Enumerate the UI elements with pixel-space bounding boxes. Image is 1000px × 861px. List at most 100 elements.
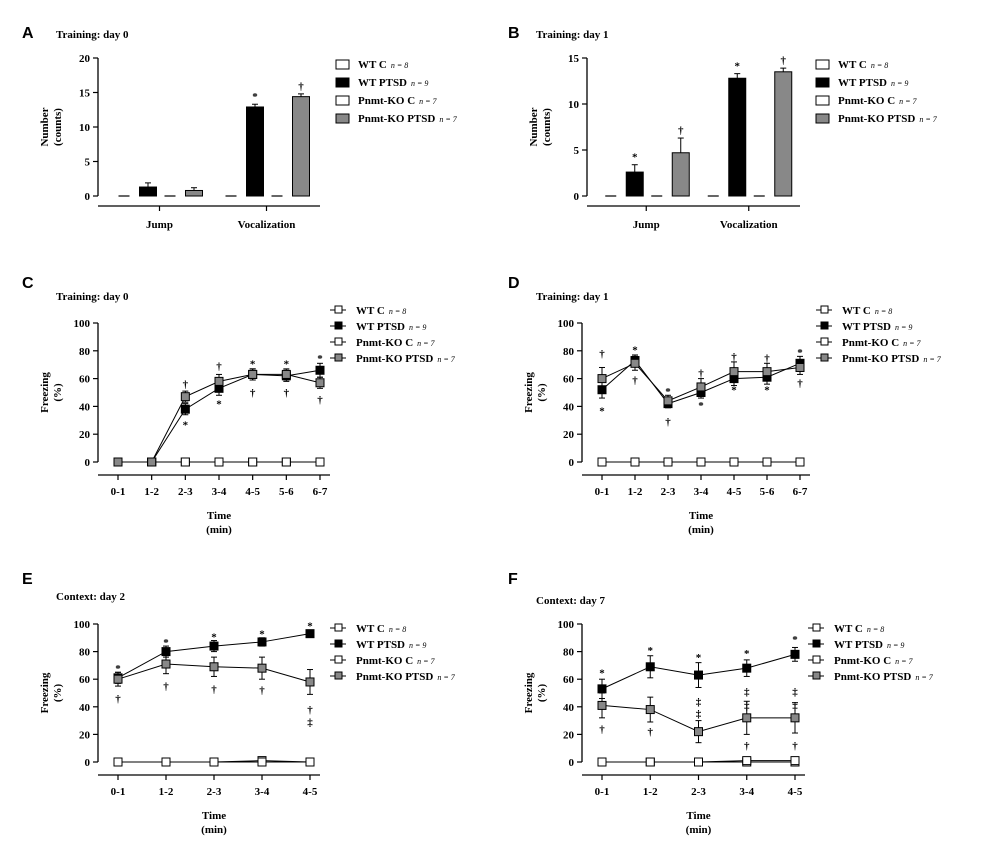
- x-tick-label: 2-3: [207, 786, 222, 798]
- significance-mark: ‡: [307, 717, 313, 729]
- legend-swatch: [815, 95, 830, 106]
- x-tick-label: 4-5: [303, 786, 318, 798]
- x-category-label: Vocalization: [720, 219, 778, 231]
- data-point: [630, 457, 640, 467]
- bar: [246, 106, 264, 197]
- y-axis-label-line: (%): [536, 383, 548, 402]
- legend-n-prefix: n =: [903, 339, 916, 348]
- legend-swatch: [335, 113, 350, 124]
- legend-entry: Pnmt-KO C n = 7: [356, 655, 436, 667]
- bar: [185, 189, 203, 197]
- significance-mark: *: [665, 386, 671, 398]
- data-point: [214, 457, 224, 467]
- y-axis-label-line: Number: [528, 107, 540, 146]
- legend-n-value: 8: [402, 625, 406, 634]
- y-tick-label: 5: [574, 145, 580, 157]
- legend-name: WT C: [356, 623, 385, 635]
- legend-entry: Pnmt-KO C n = 7: [356, 337, 436, 349]
- significance-mark: †: [648, 727, 654, 739]
- data-point: [209, 662, 219, 672]
- data-point: [795, 362, 805, 372]
- legend-n-value: 8: [404, 61, 408, 70]
- x-tick-label: 0-1: [595, 486, 610, 498]
- legend-entry: WT C n = 8: [356, 305, 406, 317]
- significance-mark: *: [250, 358, 256, 370]
- significance-mark: *: [259, 629, 265, 641]
- legend-name: WT C: [358, 59, 387, 71]
- significance-mark: ‡: [696, 709, 702, 721]
- legend-n-value: 8: [880, 625, 884, 634]
- data-point: [790, 649, 800, 659]
- significance-mark: *: [211, 631, 217, 643]
- legend-marker: [820, 353, 829, 362]
- y-tick-label: 40: [79, 401, 91, 413]
- data-point: [742, 713, 752, 723]
- significance-mark: *: [252, 91, 258, 103]
- data-point: [729, 367, 739, 377]
- legend-marker: [812, 655, 821, 664]
- legend-name: Pnmt-KO C: [842, 337, 899, 349]
- panel-title: Training: day 0: [56, 291, 129, 303]
- x-tick-label: 4-5: [788, 786, 803, 798]
- data-point: [790, 756, 800, 766]
- legend-n-value: 9: [424, 79, 428, 88]
- significance-mark: *: [632, 344, 638, 356]
- y-tick-label: 10: [79, 122, 91, 134]
- legend-name: WT C: [838, 59, 867, 71]
- legend-n-value: 7: [909, 657, 914, 666]
- panel-title: Context: day 2: [56, 591, 126, 603]
- y-axis-label-line: (counts): [541, 108, 553, 146]
- significance-mark: †: [284, 388, 290, 400]
- significance-mark: *: [599, 667, 605, 679]
- legend-marker: [812, 623, 821, 632]
- y-tick-label: 100: [558, 318, 575, 330]
- legend-n-value: 8: [884, 61, 888, 70]
- x-tick-label: 4-5: [245, 486, 260, 498]
- data-point: [742, 756, 752, 766]
- legend-n-prefix: n =: [915, 673, 928, 682]
- legend-entry: WT C n = 8: [834, 623, 884, 635]
- legend-name: WT PTSD: [834, 639, 883, 651]
- legend-marker: [334, 671, 343, 680]
- data-point: [742, 663, 752, 673]
- data-point: [597, 700, 607, 710]
- x-tick-label: 2-3: [178, 486, 193, 498]
- x-axis-label-line: Time: [207, 510, 231, 522]
- legend-entry: Pnmt-KO PTSD n = 7: [358, 113, 458, 125]
- legend-marker: [334, 655, 343, 664]
- legend-n-value: 7: [431, 657, 436, 666]
- x-axis-label-line: Time: [689, 510, 713, 522]
- legend-n-value: 7: [453, 115, 458, 124]
- x-axis-label-line: (min): [206, 524, 232, 536]
- significance-mark: *: [307, 620, 313, 632]
- y-axis-label-line: (%): [536, 684, 548, 703]
- y-tick-label: 80: [563, 647, 575, 659]
- significance-mark: *: [284, 358, 290, 370]
- y-tick-label: 0: [569, 457, 575, 469]
- x-axis-label-line: Time: [686, 810, 710, 822]
- legend-name: Pnmt-KO C: [838, 95, 895, 107]
- x-tick-label: 0-1: [111, 786, 126, 798]
- legend-n-value: 7: [431, 339, 436, 348]
- y-tick-label: 20: [563, 729, 575, 741]
- data-point: [645, 705, 655, 715]
- x-tick-label: 5-6: [760, 486, 775, 498]
- x-tick-label: 1-2: [159, 786, 174, 798]
- legend-n-prefix: n =: [887, 641, 900, 650]
- significance-mark: †: [797, 378, 803, 390]
- legend-n-prefix: n =: [439, 115, 452, 124]
- legend-n-value: 9: [904, 79, 908, 88]
- panel-title: Context: day 7: [536, 595, 606, 607]
- data-point: [257, 637, 267, 647]
- legend-entry: WT C n = 8: [838, 59, 888, 71]
- data-point: [281, 369, 291, 379]
- legend-marker: [334, 639, 343, 648]
- data-point: [180, 392, 190, 402]
- x-tick-label: 4-5: [727, 486, 742, 498]
- significance-mark: ‡: [792, 700, 798, 712]
- panel-c: C Training: day 0 0 20 40 60 80 100 Freezing(%) 0…: [22, 275, 456, 536]
- significance-mark: *: [731, 385, 737, 397]
- y-tick-label: 60: [563, 674, 575, 686]
- data-point: [597, 457, 607, 467]
